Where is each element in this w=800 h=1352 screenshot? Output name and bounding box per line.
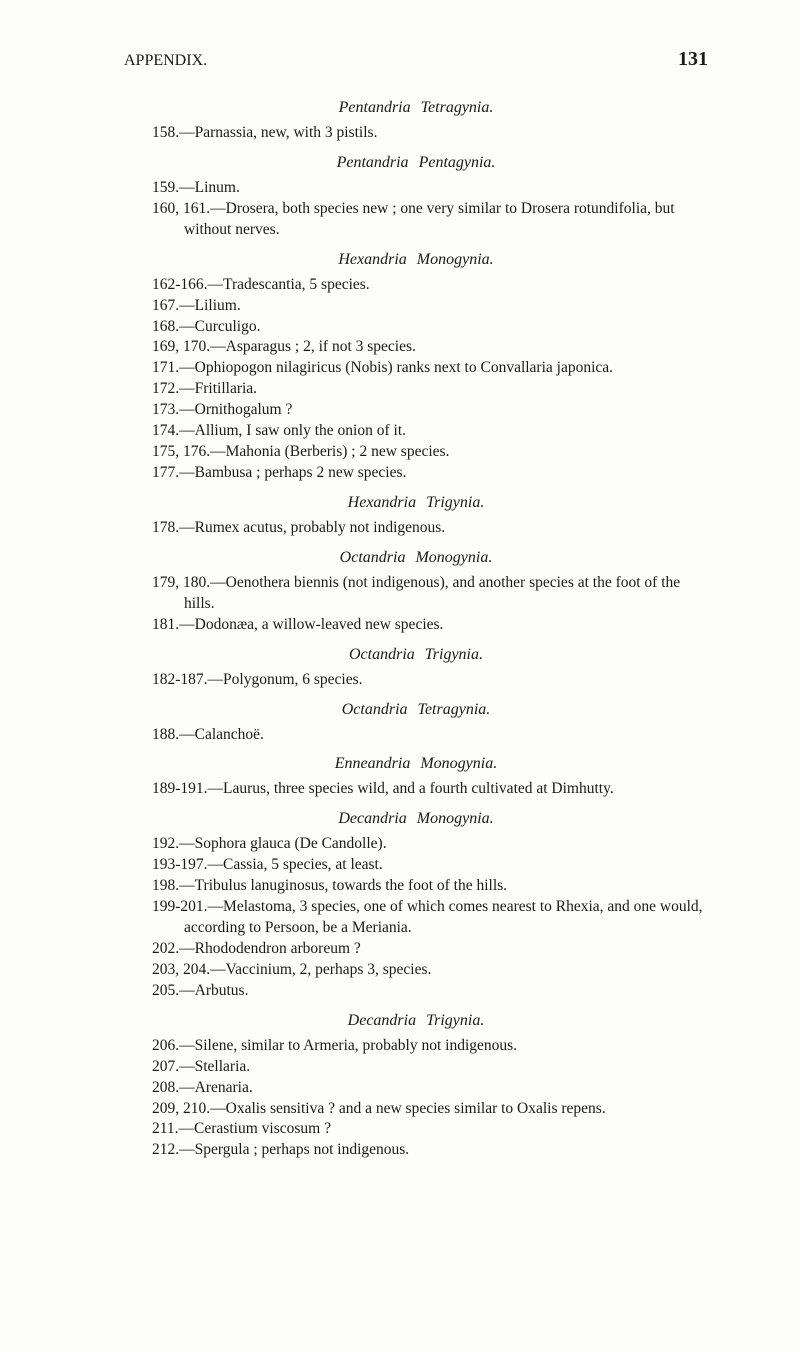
heading-word: Monogynia. <box>417 251 494 269</box>
heading-word: Decandria <box>338 810 406 828</box>
species-entry: 211.—Cerastium viscosum ? <box>120 1119 712 1140</box>
section-heading: Octandria Tetragynia. <box>120 701 712 719</box>
section-heading: Octandria Trigynia. <box>120 646 712 664</box>
species-entry: 188.—Calanchoë. <box>120 725 712 746</box>
species-entry: 160, 161.—Drosera, both species new ; on… <box>120 199 712 241</box>
section-heading: Decandria Trigynia. <box>120 1012 712 1030</box>
page-number: 131 <box>678 48 708 71</box>
heading-word: Hexandria <box>348 494 416 512</box>
species-entry: 212.—Spergula ; perhaps not indigenous. <box>120 1140 712 1161</box>
section-heading: Pentandria Pentagynia. <box>120 154 712 172</box>
heading-word: Decandria <box>348 1012 416 1030</box>
running-title: APPENDIX. <box>124 52 207 70</box>
species-entry: 203, 204.—Vaccinium, 2, perhaps 3, speci… <box>120 960 712 981</box>
heading-word: Monogynia. <box>420 755 497 773</box>
species-entry: 206.—Silene, similar to Armeria, probabl… <box>120 1036 712 1057</box>
heading-word: Trigynia. <box>426 1012 484 1030</box>
section-heading: Hexandria Monogynia. <box>120 251 712 269</box>
species-entry: 175, 176.—Mahonia (Berberis) ; 2 new spe… <box>120 442 712 463</box>
species-entry: 205.—Arbutus. <box>120 981 712 1002</box>
heading-word: Pentandria <box>337 154 409 172</box>
species-entry: 168.—Curculigo. <box>120 317 712 338</box>
section-heading: Pentandria Tetragynia. <box>120 99 712 117</box>
species-entry: 177.—Bambusa ; perhaps 2 new species. <box>120 463 712 484</box>
species-entry: 169, 170.—Asparagus ; 2, if not 3 specie… <box>120 337 712 358</box>
species-entry: 167.—Lilium. <box>120 296 712 317</box>
species-entry: 158.—Parnassia, new, with 3 pistils. <box>120 123 712 144</box>
species-entry: 171.—Ophiopogon nilagiricus (Nobis) rank… <box>120 358 712 379</box>
species-entry: 189-191.—Laurus, three species wild, and… <box>120 779 712 800</box>
species-entry: 198.—Tribulus lanuginosus, towards the f… <box>120 876 712 897</box>
heading-word: Octandria <box>342 701 408 719</box>
heading-word: Tetragynia. <box>421 99 494 117</box>
heading-word: Pentandria <box>339 99 411 117</box>
species-entry: 209, 210.—Oxalis sensitiva ? and a new s… <box>120 1099 712 1120</box>
heading-word: Octandria <box>349 646 415 664</box>
heading-word: Trigynia. <box>425 646 483 664</box>
page: APPENDIX. 131 Pentandria Tetragynia. 158.—… <box>0 0 800 1352</box>
species-entry: 182-187.—Polygonum, 6 species. <box>120 670 712 691</box>
species-entry: 208.—Arenaria. <box>120 1078 712 1099</box>
species-entry: 179, 180.—Oenothera biennis (not indigen… <box>120 573 712 615</box>
species-entry: 207.—Stellaria. <box>120 1057 712 1078</box>
heading-word: Hexandria <box>338 251 406 269</box>
species-entry: 181.—Dodonæa, a willow-leaved new specie… <box>120 615 712 636</box>
species-entry: 172.—Fritillaria. <box>120 379 712 400</box>
species-entry: 202.—Rhododendron arboreum ? <box>120 939 712 960</box>
heading-word: Pentagynia. <box>419 154 496 172</box>
heading-word: Monogynia. <box>415 549 492 567</box>
section-heading: Decandria Monogynia. <box>120 810 712 828</box>
species-entry: 192.—Sophora glauca (De Candolle). <box>120 834 712 855</box>
species-entry: 159.—Linum. <box>120 178 712 199</box>
species-entry: 173.—Ornithogalum ? <box>120 400 712 421</box>
heading-word: Trigynia. <box>426 494 484 512</box>
species-entry: 199-201.—Melastoma, 3 species, one of wh… <box>120 897 712 939</box>
section-heading: Hexandria Trigynia. <box>120 494 712 512</box>
body-text: Pentandria Tetragynia. 158.—Parnassia, new… <box>120 99 712 1161</box>
section-heading: Enneandria Monogynia. <box>120 755 712 773</box>
species-entry: 174.—Allium, I saw only the onion of it. <box>120 421 712 442</box>
section-heading: Octandria Monogynia. <box>120 549 712 567</box>
heading-word: Enneandria <box>335 755 411 773</box>
heading-word: Monogynia. <box>417 810 494 828</box>
species-entry: 193-197.—Cassia, 5 species, at least. <box>120 855 712 876</box>
species-entry: 178.—Rumex acutus, probably not indigeno… <box>120 518 712 539</box>
heading-word: Tetragynia. <box>418 701 491 719</box>
heading-word: Octandria <box>340 549 406 567</box>
page-header: APPENDIX. 131 <box>120 48 712 71</box>
species-entry: 162-166.—Tradescantia, 5 species. <box>120 275 712 296</box>
